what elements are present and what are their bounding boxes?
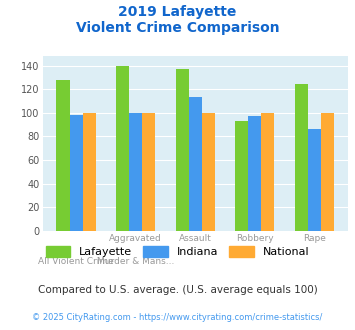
Text: © 2025 CityRating.com - https://www.cityrating.com/crime-statistics/: © 2025 CityRating.com - https://www.city… [32, 314, 323, 322]
Bar [321, 113, 334, 231]
Bar [176, 69, 189, 231]
Bar [261, 113, 274, 231]
Bar [83, 113, 96, 231]
Bar [189, 97, 202, 231]
Text: All Violent Crime: All Violent Crime [38, 257, 114, 266]
Bar [142, 113, 155, 231]
Text: Violent Crime Comparison: Violent Crime Comparison [76, 21, 279, 35]
Bar [248, 116, 261, 231]
Text: 2019 Lafayette: 2019 Lafayette [118, 5, 237, 19]
Bar [56, 80, 70, 231]
Bar [295, 84, 308, 231]
Bar [129, 113, 142, 231]
Text: Murder & Mans...: Murder & Mans... [97, 257, 174, 266]
Legend: Lafayette, Indiana, National: Lafayette, Indiana, National [41, 242, 314, 262]
Bar [202, 113, 215, 231]
Text: Compared to U.S. average. (U.S. average equals 100): Compared to U.S. average. (U.S. average … [38, 285, 317, 295]
Bar [235, 121, 248, 231]
Bar [308, 129, 321, 231]
Bar [116, 66, 129, 231]
Bar [70, 115, 83, 231]
